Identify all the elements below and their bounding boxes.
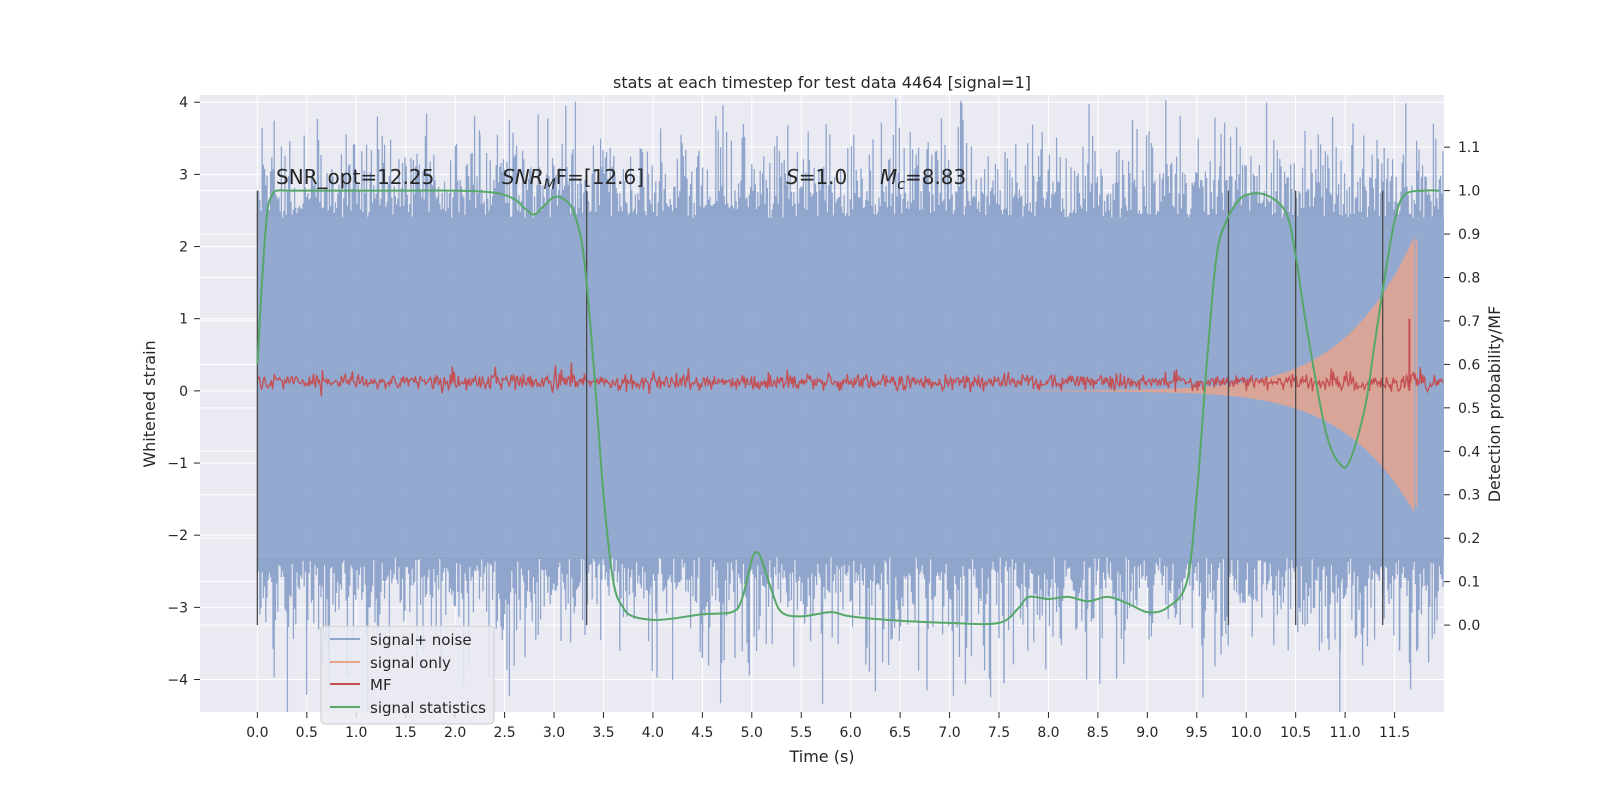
y-right-tick-label: 0.7 (1458, 314, 1480, 330)
x-tick-label: 4.5 (691, 725, 713, 741)
legend-box (320, 625, 495, 725)
x-tick-label: 9.0 (1136, 725, 1158, 741)
y-right-tick-label: 0.1 (1458, 575, 1480, 591)
signal-statistics-line (256, 189, 1440, 626)
x-axis-ticks: 0.0 0.5 1.0 1.5 2.0 2.5 3.0 3.5 4.0 4.5 5.0 5.5 6.0 6… (246, 712, 1410, 741)
legend-label-signal-noise: signal+ noise (370, 631, 472, 649)
y-left-tick-label: 4 (179, 95, 188, 111)
y-right-tick-label: 0.5 (1458, 401, 1480, 417)
y-right-tick-label: 0.6 (1458, 357, 1480, 373)
x-tick-label: 10.0 (1231, 725, 1262, 741)
x-tick-label: 1.0 (345, 725, 367, 741)
x-tick-label: 2.5 (493, 725, 515, 741)
annotation-mc-subscript: c (897, 177, 905, 193)
annotation-snr-opt: SNR_opt=12.25 (276, 165, 434, 189)
x-tick-label: 8.5 (1087, 725, 1109, 741)
annotation-snr-mf: SNRMF=[12.6] (502, 165, 644, 193)
x-tick-label: 3.5 (592, 725, 614, 741)
series-mf (256, 318, 1444, 397)
x-tick-label: 2.0 (444, 725, 466, 741)
x-tick-label: 4.0 (642, 725, 664, 741)
y-axis-right-label: Detection probability/MF (1485, 306, 1504, 503)
x-tick-label: 0.5 (296, 725, 318, 741)
legend-label-signal-only: signal only (370, 654, 451, 672)
x-tick-label: 6.0 (840, 725, 862, 741)
x-tick-label: 0.0 (246, 725, 268, 741)
y-left-tick-label: 2 (179, 240, 188, 256)
annotation-s: S=1.0 (786, 165, 847, 189)
series-signal-statistics (256, 189, 1440, 626)
annotation-snr-mf-value: F=[12.6] (556, 165, 644, 189)
y-right-tick-label: 0.0 (1458, 618, 1480, 634)
y-right-tick-label: 0.4 (1458, 444, 1480, 460)
legend: signal+ noise signal only MF signal stat… (320, 625, 495, 725)
annotation-mc-value: =8.83 (905, 165, 966, 189)
mf-line (256, 362, 1444, 397)
legend-label-mf: MF (370, 676, 392, 694)
y-left-tick-label: −4 (167, 673, 188, 689)
y-axis-right-ticks: 1.1 1.0 0.9 0.8 0.7 0.6 0.5 0.4 0.3 0.2 0.1 0.0 (1444, 140, 1480, 634)
y-left-tick-label: −3 (167, 600, 188, 616)
x-tick-label: 8.0 (1037, 725, 1059, 741)
x-tick-label: 5.0 (741, 725, 763, 741)
x-axis-label: Time (s) (788, 747, 854, 766)
x-tick-label: 5.5 (790, 725, 812, 741)
x-tick-label: 11.0 (1330, 725, 1361, 741)
annotation-s-value: =1.0 (799, 165, 848, 189)
annotation-snr-mf-subscript: M (544, 177, 556, 193)
vertical-markers (256, 190, 1384, 626)
y-right-tick-label: 0.3 (1458, 488, 1480, 504)
y-axis-left-ticks: 4 3 2 1 0 −1 −2 −3 −4 (167, 95, 200, 689)
y-axis-left-label: Whitened strain (140, 340, 159, 467)
x-tick-label: 7.0 (938, 725, 960, 741)
y-left-tick-label: 3 (179, 167, 188, 183)
y-right-tick-label: 1.0 (1458, 184, 1480, 200)
x-tick-label: 11.5 (1379, 725, 1410, 741)
annotation-mc-symbol: M (880, 165, 897, 189)
annotations: SNR_opt=12.25 SNRMF=[12.6] S=1.0 Mc=8.83 (276, 165, 966, 193)
annotation-mc: Mc=8.83 (880, 165, 966, 193)
y-right-tick-label: 0.2 (1458, 531, 1480, 547)
y-right-tick-label: 1.1 (1458, 140, 1480, 156)
y-left-tick-label: −1 (167, 456, 188, 472)
x-tick-label: 10.5 (1280, 725, 1311, 741)
legend-label-signal-statistics: signal statistics (370, 699, 486, 717)
chart-title: stats at each timestep for test data 446… (613, 73, 1031, 92)
y-right-tick-label: 0.8 (1458, 270, 1480, 286)
y-left-tick-label: 1 (179, 312, 188, 328)
x-tick-label: 9.5 (1186, 725, 1208, 741)
x-tick-label: 1.5 (395, 725, 417, 741)
x-tick-label: 7.5 (988, 725, 1010, 741)
y-right-tick-label: 0.9 (1458, 227, 1480, 243)
annotation-s-symbol: S (786, 165, 799, 189)
x-tick-label: 6.5 (889, 725, 911, 741)
annotation-snr-mf-symbol: SNR (502, 165, 544, 189)
y-left-tick-label: 0 (179, 384, 188, 400)
y-left-tick-label: −2 (167, 528, 188, 544)
x-tick-label: 3.0 (543, 725, 565, 741)
